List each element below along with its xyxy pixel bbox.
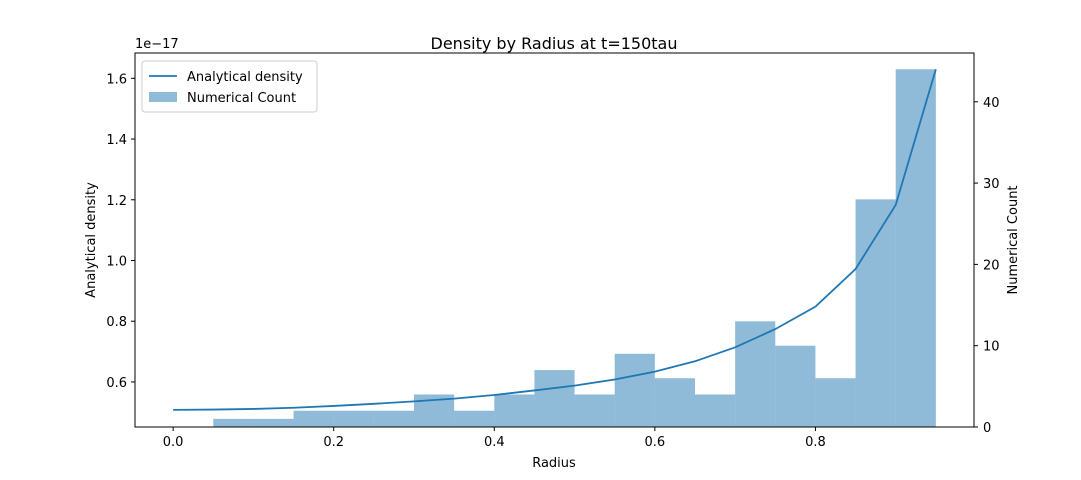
right-axis-label: Numerical Count bbox=[1006, 185, 1021, 294]
legend-label-numerical-count: Numerical Count bbox=[187, 91, 296, 106]
histogram-bar bbox=[735, 321, 776, 427]
legend-box bbox=[141, 60, 318, 113]
chart-title: Density by Radius at t=150tau bbox=[431, 34, 678, 53]
left-tick-label: 0.8 bbox=[106, 315, 127, 330]
histogram-bar bbox=[574, 394, 615, 427]
histogram-bar bbox=[213, 418, 254, 427]
histogram-bar bbox=[855, 199, 896, 427]
x-tick-label: 0.6 bbox=[645, 435, 666, 450]
plot-frame bbox=[134, 52, 975, 428]
x-tick-label: 0.2 bbox=[323, 435, 344, 450]
left-tick-label: 1.0 bbox=[106, 254, 127, 269]
histogram-bar bbox=[293, 410, 334, 427]
histogram-bar bbox=[333, 410, 374, 427]
left-axis-offset-label: 1e−17 bbox=[135, 37, 179, 52]
right-tick-label: 30 bbox=[983, 177, 1000, 192]
histogram-bar bbox=[614, 353, 655, 427]
right-axis-ticks: 0 10 20 30 40 bbox=[974, 96, 1000, 436]
right-tick-label: 0 bbox=[983, 421, 991, 436]
legend-label-analytical-density: Analytical density bbox=[187, 70, 303, 85]
histogram-bar bbox=[454, 410, 495, 427]
analytical-density-polyline bbox=[173, 68, 937, 411]
x-tick-label: 0.0 bbox=[163, 435, 184, 450]
left-tick-label: 0.6 bbox=[106, 376, 127, 391]
histogram-bar bbox=[695, 394, 736, 427]
left-tick-label: 1.2 bbox=[106, 194, 127, 209]
right-tick-label: 40 bbox=[983, 96, 1000, 111]
histogram-bar bbox=[775, 345, 816, 427]
left-axis-label: Analytical density bbox=[84, 182, 99, 298]
x-axis-ticks: 0.0 0.2 0.4 0.6 0.8 bbox=[163, 427, 826, 450]
histogram-bar bbox=[253, 418, 294, 427]
left-tick-label: 1.6 bbox=[106, 72, 127, 87]
histogram-bar bbox=[815, 378, 856, 427]
x-tick-label: 0.4 bbox=[484, 435, 505, 450]
analytical-density-line bbox=[173, 68, 937, 411]
histogram-bar bbox=[373, 410, 414, 427]
x-tick-label: 0.8 bbox=[805, 435, 826, 450]
histogram-bar bbox=[534, 370, 575, 427]
histogram-bar bbox=[494, 394, 535, 427]
legend-bar-swatch bbox=[149, 92, 177, 102]
right-tick-label: 10 bbox=[983, 340, 1000, 355]
histogram-bars bbox=[213, 69, 936, 427]
histogram-bar bbox=[654, 378, 695, 427]
right-tick-label: 20 bbox=[983, 258, 1000, 273]
left-tick-label: 1.4 bbox=[106, 133, 127, 148]
legend: Analytical density Numerical Count bbox=[141, 60, 318, 113]
x-axis-label: Radius bbox=[532, 456, 576, 471]
left-axis-ticks: 0.6 0.8 1.0 1.2 1.4 1.6 bbox=[106, 72, 135, 391]
histogram-bar bbox=[895, 69, 936, 427]
